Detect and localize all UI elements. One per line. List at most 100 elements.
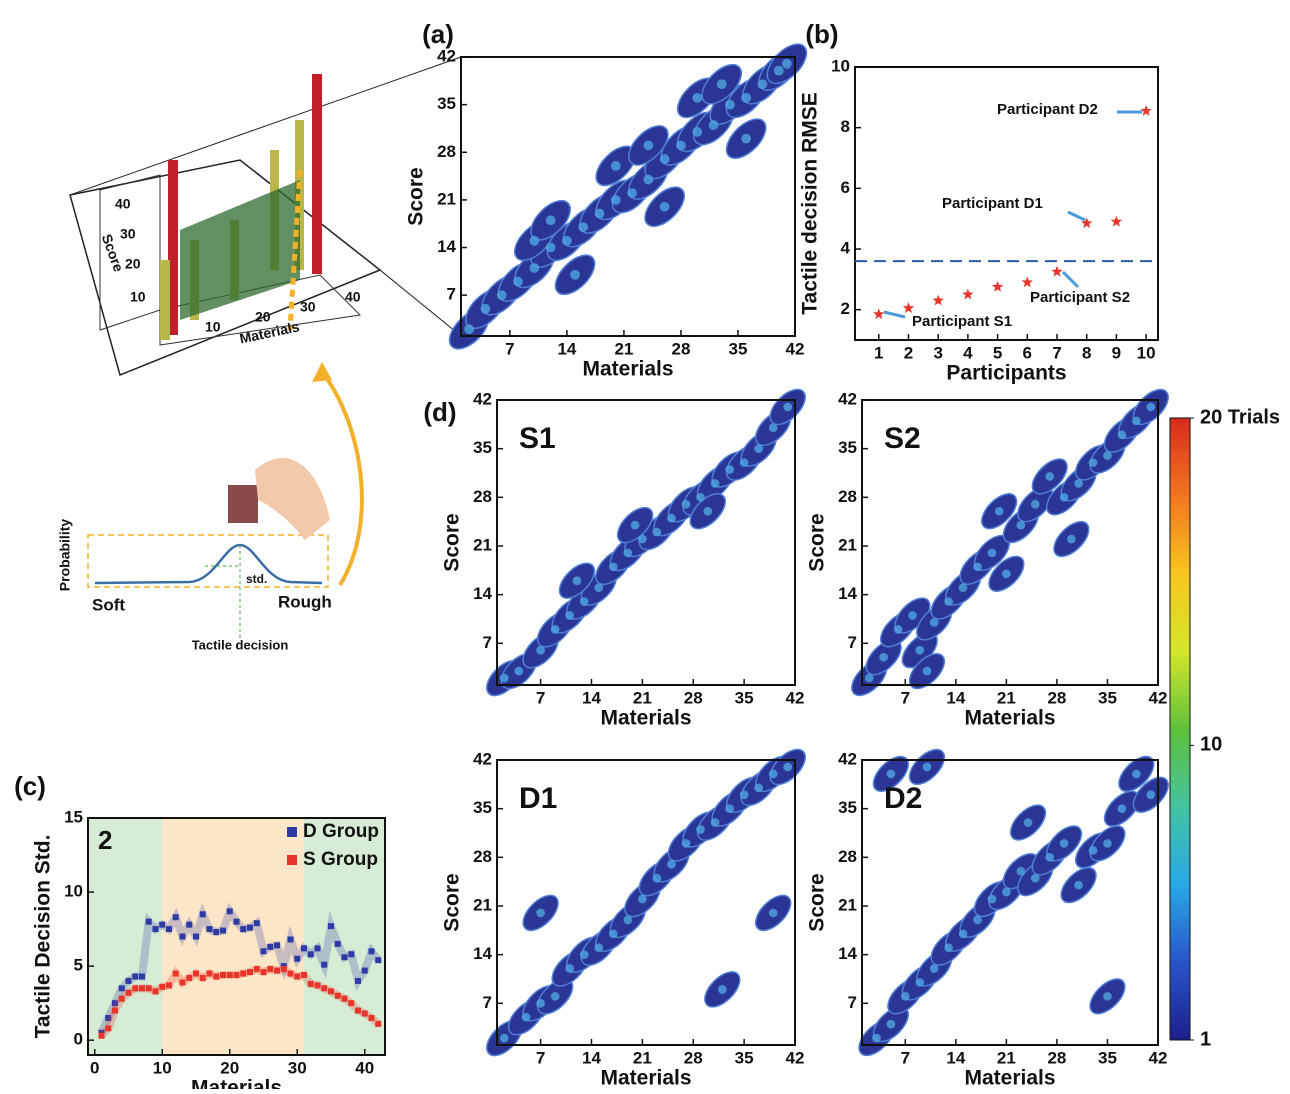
contour-peak bbox=[717, 985, 727, 994]
point bbox=[152, 988, 159, 995]
contour-peak bbox=[886, 769, 896, 779]
contour-peak bbox=[536, 998, 545, 1008]
annotation: Participant S2 bbox=[1030, 289, 1130, 306]
contour-peak bbox=[739, 458, 749, 467]
contour-peak bbox=[710, 479, 720, 488]
panel-label: (c) bbox=[14, 771, 46, 801]
y-tick-label: 14 bbox=[473, 584, 492, 603]
contour-peak bbox=[676, 140, 686, 151]
x-tick-label: 28 bbox=[684, 688, 703, 707]
legend-label: S Group bbox=[303, 849, 378, 870]
contour-peak bbox=[1117, 804, 1127, 813]
contour-peak bbox=[1002, 887, 1011, 897]
illustration-tick: 40 bbox=[345, 289, 361, 305]
contour-peak bbox=[692, 92, 703, 103]
illustration-tick: 10 bbox=[130, 289, 146, 305]
contour-peak bbox=[565, 611, 575, 620]
annotation-arrow bbox=[1061, 270, 1080, 289]
contour-peak bbox=[550, 991, 560, 1001]
plot-frame bbox=[496, 399, 796, 686]
contour-peak bbox=[973, 915, 982, 925]
point bbox=[159, 921, 166, 928]
point bbox=[193, 933, 199, 940]
contour-peak bbox=[594, 208, 605, 219]
point bbox=[1021, 276, 1034, 288]
contour-peak bbox=[536, 908, 545, 918]
y-tick-label: 15 bbox=[64, 807, 83, 826]
y-tick-label: 21 bbox=[473, 535, 492, 554]
contour-peak bbox=[1088, 458, 1098, 467]
point bbox=[962, 288, 974, 300]
contour-peak bbox=[716, 79, 727, 90]
plot-frame bbox=[861, 399, 1159, 686]
x-tick-label: 28 bbox=[1047, 1048, 1066, 1067]
y-tick-label: 35 bbox=[838, 798, 857, 817]
y-axis-label: Tactile decision RMSE bbox=[799, 92, 822, 315]
point bbox=[287, 970, 294, 977]
point bbox=[166, 982, 172, 989]
point bbox=[193, 970, 199, 977]
y-tick-label: 7 bbox=[848, 633, 857, 652]
x-tick-label: 14 bbox=[582, 1048, 601, 1067]
x-tick-label: 42 bbox=[1149, 1048, 1168, 1067]
point bbox=[132, 973, 139, 980]
contour-peak bbox=[565, 964, 575, 973]
contour-peak bbox=[1016, 520, 1026, 530]
contour-layer bbox=[858, 748, 1169, 1057]
point bbox=[186, 974, 193, 981]
x-tick-label: 21 bbox=[997, 688, 1016, 707]
contour-peak bbox=[739, 790, 749, 800]
point bbox=[220, 927, 226, 934]
contour-peak bbox=[710, 818, 720, 827]
contour-peak bbox=[768, 769, 778, 779]
annotation: Participant D1 bbox=[942, 195, 1043, 212]
point bbox=[139, 985, 145, 992]
panel-subject: D1 bbox=[519, 782, 557, 815]
point bbox=[233, 972, 240, 979]
y-tick-label: 42 bbox=[838, 389, 857, 408]
contour-peak bbox=[783, 402, 793, 412]
contour-peak bbox=[1030, 873, 1040, 883]
region bbox=[88, 818, 163, 1055]
point bbox=[213, 929, 220, 936]
x-tick-label: 42 bbox=[786, 1048, 805, 1067]
y-tick-label: 7 bbox=[483, 633, 492, 652]
x-tick-label: 35 bbox=[1098, 688, 1117, 707]
contour-peak bbox=[499, 673, 509, 683]
point bbox=[287, 936, 294, 943]
contour-peak bbox=[879, 652, 888, 662]
illustration-tick: 20 bbox=[255, 309, 271, 325]
y-tick-label: 35 bbox=[838, 438, 857, 457]
point bbox=[132, 985, 139, 992]
illustration-3d: Score Materials 10 20 30 40 10 20 30 40 bbox=[69, 56, 462, 587]
contour-peak bbox=[703, 506, 713, 516]
point bbox=[321, 961, 328, 968]
point bbox=[145, 985, 152, 992]
panel-label: (a) bbox=[422, 19, 454, 49]
point bbox=[233, 918, 240, 925]
point bbox=[247, 969, 253, 976]
y-axis-label: Score bbox=[441, 873, 464, 931]
panel-label: (b) bbox=[805, 19, 838, 49]
zoom-line bbox=[379, 269, 462, 337]
region bbox=[162, 818, 304, 1055]
contour-peak bbox=[579, 597, 589, 606]
point bbox=[328, 988, 334, 995]
x-tick-label: 10 bbox=[153, 1058, 172, 1077]
contour-peak bbox=[944, 943, 953, 953]
y-tick-label: 14 bbox=[437, 237, 456, 256]
point bbox=[105, 1014, 112, 1021]
contour-peak bbox=[667, 513, 676, 523]
contour-peak bbox=[513, 276, 523, 287]
point bbox=[321, 985, 328, 992]
x-tick-label: 14 bbox=[557, 339, 576, 358]
y-tick-label: 35 bbox=[473, 438, 492, 457]
panel-subject: D2 bbox=[884, 782, 922, 815]
point bbox=[375, 957, 382, 964]
x-tick-label: 21 bbox=[614, 339, 633, 358]
soft-label: Soft bbox=[92, 595, 125, 614]
point bbox=[1140, 104, 1152, 116]
x-tick-label: 5 bbox=[993, 343, 1002, 362]
contour-peak bbox=[594, 583, 604, 593]
y-tick-label: 28 bbox=[473, 847, 492, 866]
